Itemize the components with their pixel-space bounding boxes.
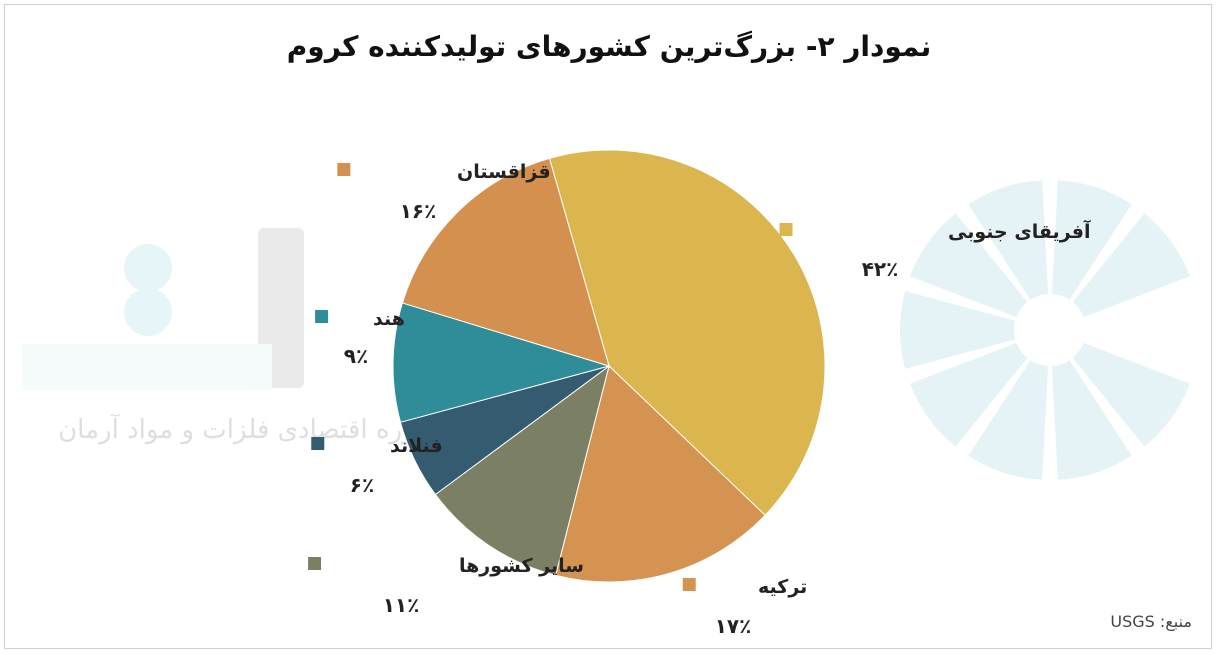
data-label: ۱۷٪ [715, 614, 752, 638]
data-label: ۹٪ [344, 344, 368, 368]
watermark-petal-shape [1072, 342, 1191, 447]
pie-slice-5 [401, 157, 610, 367]
data-label: ۱۶٪ [400, 199, 437, 223]
watermark-wordmark [22, 228, 304, 390]
legend-entry-3: فنلاند ۶٪ [311, 435, 443, 497]
watermark-petal-shape [1072, 213, 1191, 318]
legend-label: هند [373, 308, 405, 330]
chart-title: نمودار ۲- بزرگ‌ترین کشورهای تولیدکننده ک… [286, 30, 932, 63]
source-note: منبع: USGS [1110, 612, 1192, 631]
pie-slice-2 [434, 364, 610, 576]
watermark-petal-shape [1051, 360, 1132, 480]
data-label: ۶٪ [350, 473, 374, 497]
legend-label: قزاقستان [457, 161, 551, 183]
watermark-petal-shape [909, 213, 1028, 318]
watermark-petal-shape [900, 291, 1016, 369]
legend-label: ترکیه [758, 576, 807, 598]
legend-label: آفریقای جنوبی [948, 219, 1091, 243]
watermark-logo-icon [900, 180, 1191, 480]
watermark-petal-shape [1051, 180, 1132, 300]
pie-slice-1 [555, 365, 766, 583]
legend-marker [779, 223, 793, 236]
legend-marker [308, 557, 322, 570]
legend-marker [311, 437, 325, 450]
pie-slice-4 [392, 302, 611, 423]
pie-slice-0 [548, 149, 826, 516]
watermark-dot-shape [124, 244, 172, 292]
legend-entry-0: آفریقای جنوبی ۴۲٪ [779, 219, 1091, 281]
legend-marker [315, 310, 329, 323]
legend-entry-2: سایر کشورها ۱۱٪ [308, 555, 584, 617]
watermark-petal-shape [968, 360, 1049, 480]
legend-label: سایر کشورها [459, 555, 584, 577]
legend-label: فنلاند [390, 435, 443, 457]
watermark-petal-shape [968, 180, 1049, 300]
watermark-strip-shape [22, 344, 272, 390]
legend-marker [682, 578, 696, 591]
watermark-petal-shape [909, 342, 1028, 447]
legend-marker [337, 163, 351, 176]
data-label: ۴۲٪ [862, 257, 899, 281]
data-label: ۱۱٪ [383, 593, 420, 617]
pie-chart [392, 149, 826, 583]
watermark-dot-shape [124, 288, 172, 336]
legend-entry-1: ترکیه ۱۷٪ [682, 576, 807, 638]
pie-labels: آفریقای جنوبی ۴۲٪ ترکیه ۱۷٪ سایر کشورها ۱۱٪ فن… [308, 161, 1091, 638]
legend-entry-5: قزاقستان ۱۶٪ [337, 161, 551, 223]
